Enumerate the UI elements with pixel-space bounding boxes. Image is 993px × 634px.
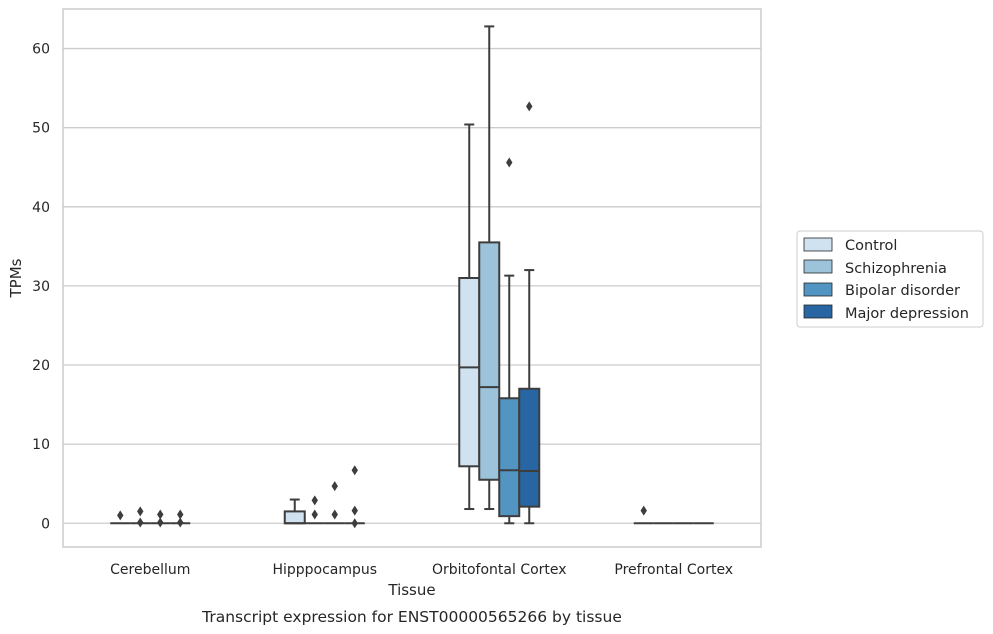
x-tick-label-cerebellum: Cerebellum bbox=[110, 562, 190, 578]
box-prefrontal-cortex-control bbox=[633, 505, 654, 525]
box-orbitofontal-cortex-major-depression bbox=[518, 101, 541, 525]
chart-caption: Transcript expression for ENST0000056526… bbox=[201, 608, 622, 626]
outlier-point bbox=[526, 101, 533, 112]
box-hipppocampus-control bbox=[283, 498, 306, 525]
box-iqr bbox=[458, 277, 481, 468]
outlier-point bbox=[137, 517, 144, 528]
box-iqr bbox=[498, 397, 521, 518]
legend: Control Schizophrenia Bipolar disorder M… bbox=[796, 230, 984, 328]
legend-swatch-control bbox=[803, 237, 833, 252]
x-tick-labels: Cerebellum Hipppocampus Orbitofontal Corte… bbox=[110, 562, 733, 578]
legend-swatch-major-depression bbox=[803, 304, 833, 319]
x-tick-label-orbitofontal-cortex: Orbitofontal Cortex bbox=[432, 562, 567, 578]
box-hipppocampus-schizophrenia bbox=[304, 495, 325, 525]
legend-label-bipolar-disorder: Bipolar disorder bbox=[845, 283, 960, 299]
box-orbitofontal-cortex-bipolar-disorder bbox=[498, 157, 521, 525]
legend-label-major-depression: Major depression bbox=[845, 306, 969, 322]
outlier-point bbox=[177, 509, 184, 520]
outlier-point bbox=[137, 506, 144, 517]
box-cerebellum-major-depression bbox=[170, 509, 191, 528]
y-tick-label-50: 50 bbox=[32, 121, 50, 137]
outlier-point bbox=[351, 518, 358, 529]
x-tick-label-prefrontal-cortex: Prefrontal Cortex bbox=[614, 562, 733, 578]
y-tick-label-60: 60 bbox=[32, 42, 50, 58]
outlier-point bbox=[117, 510, 124, 521]
legend-label-schizophrenia: Schizophrenia bbox=[845, 261, 947, 277]
y-tick-label-0: 0 bbox=[41, 516, 50, 532]
box-cerebellum-control bbox=[110, 510, 131, 525]
y-tick-label-20: 20 bbox=[32, 358, 50, 374]
outlier-point bbox=[311, 495, 318, 506]
outlier-point bbox=[311, 509, 318, 520]
box-cerebellum-schizophrenia bbox=[130, 506, 151, 528]
outlier-point bbox=[157, 509, 164, 520]
x-axis-label: Tissue bbox=[387, 581, 435, 599]
box-iqr bbox=[283, 510, 306, 525]
outlier-point bbox=[331, 481, 338, 492]
legend-label-control: Control bbox=[845, 238, 897, 254]
box-groups bbox=[110, 25, 714, 529]
outlier-point bbox=[177, 517, 184, 528]
box-hipppocampus-major-depression bbox=[344, 465, 365, 529]
outlier-point bbox=[351, 465, 358, 476]
y-tick-label-40: 40 bbox=[32, 200, 50, 216]
x-tick-label-hipppocampus: Hipppocampus bbox=[272, 562, 377, 578]
box-iqr bbox=[478, 241, 501, 481]
legend-frame bbox=[796, 230, 984, 328]
plot-area-frame bbox=[62, 8, 762, 548]
y-tick-label-10: 10 bbox=[32, 437, 50, 453]
outlier-point bbox=[640, 505, 647, 516]
y-tick-labels: 0 10 20 30 40 50 60 bbox=[32, 42, 50, 533]
box-orbitofontal-cortex-schizophrenia bbox=[478, 25, 501, 511]
y-tick-label-30: 30 bbox=[32, 279, 50, 295]
outlier-point bbox=[351, 505, 358, 516]
y-axis-label: TPMs bbox=[7, 258, 25, 298]
box-iqr bbox=[518, 387, 541, 508]
box-hipppocampus-bipolar-disorder bbox=[324, 481, 345, 525]
legend-swatch-bipolar-disorder bbox=[803, 282, 833, 297]
outlier-point bbox=[506, 157, 513, 168]
outlier-point bbox=[157, 517, 164, 528]
outlier-point bbox=[331, 509, 338, 520]
box-cerebellum-bipolar-disorder bbox=[150, 509, 171, 528]
legend-swatch-schizophrenia bbox=[803, 259, 833, 274]
